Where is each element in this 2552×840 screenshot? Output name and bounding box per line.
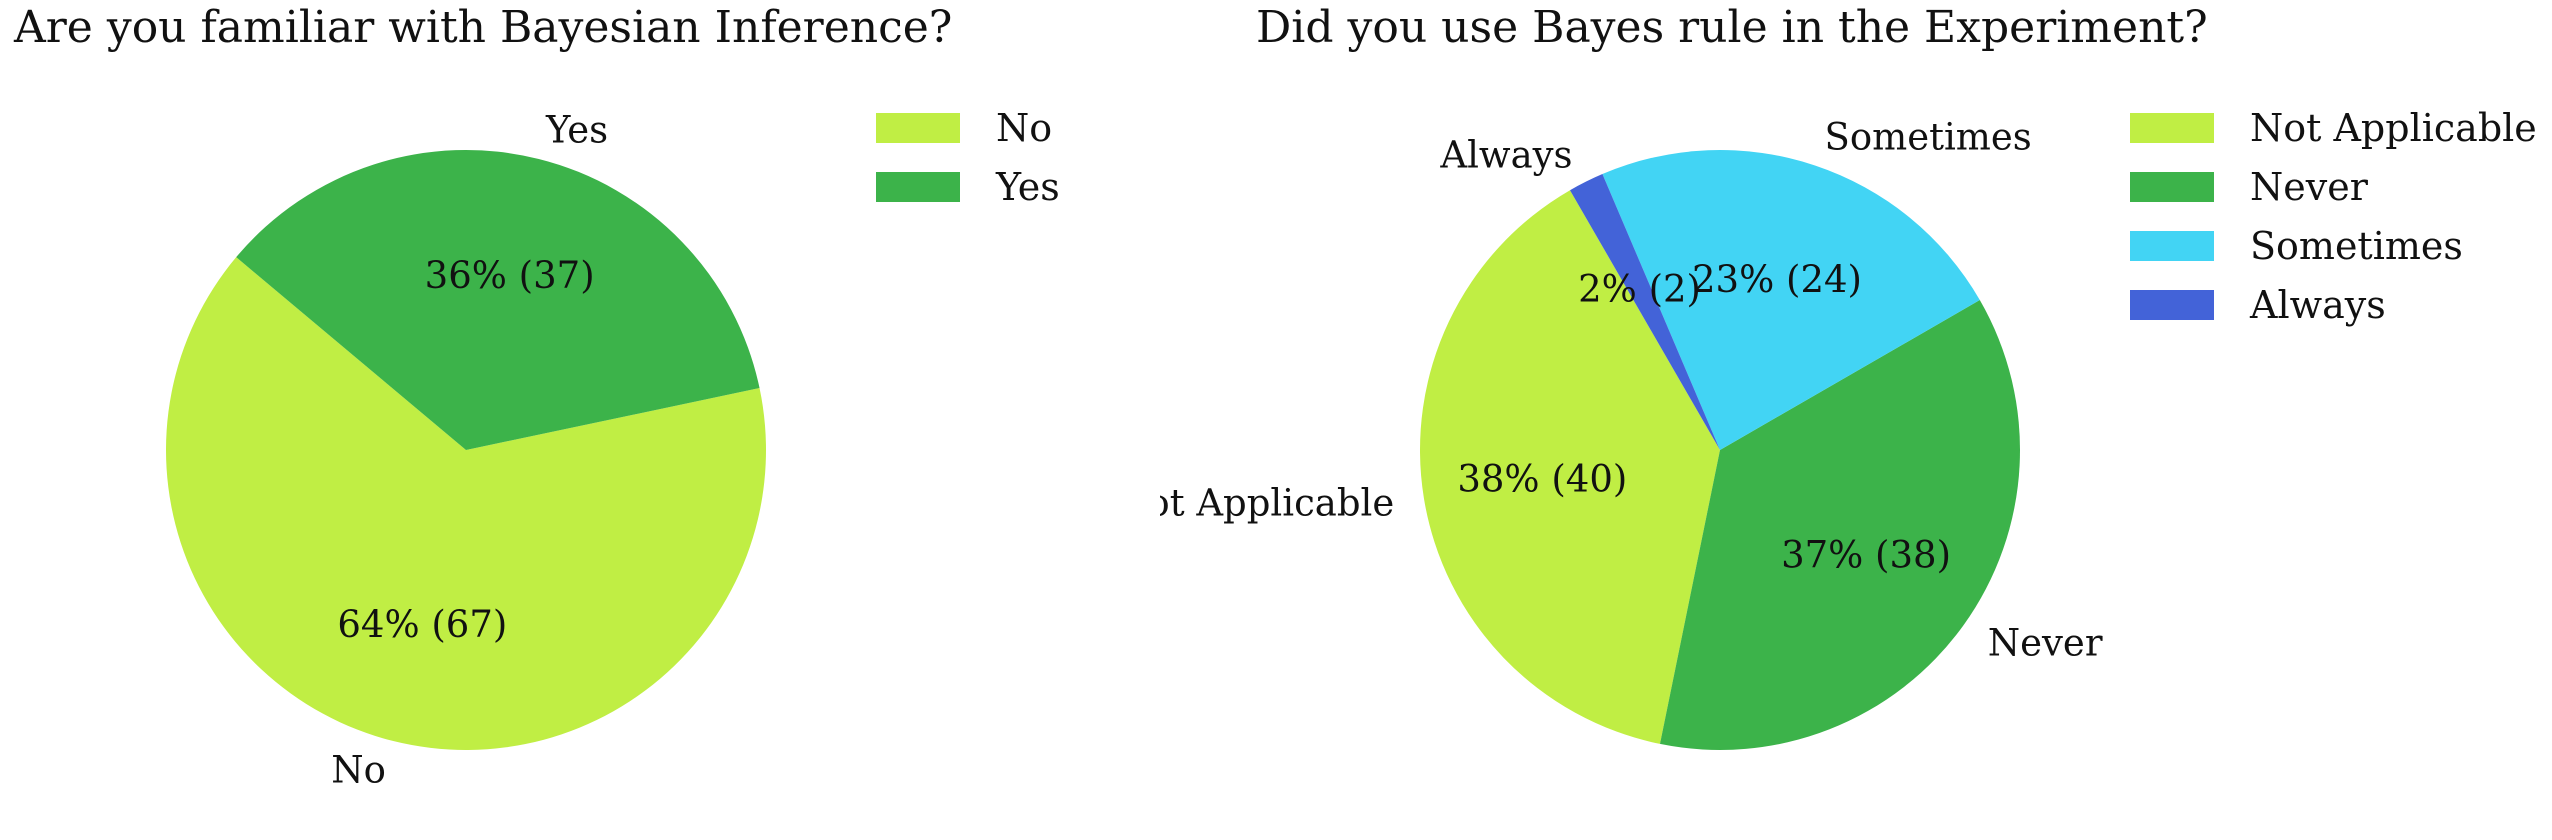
pie-slice-sometimes [1602, 149, 1980, 450]
pie-outer-label-always: Always [1439, 133, 1572, 176]
pie-outer-label-not-applicable: Not Applicable [1160, 481, 1394, 524]
legend-item-not-applicable: Not Applicable [2130, 98, 2537, 157]
pie-chart-bayes-rule-usage: 38% (40) Not Applicable 37% (38) Never 23% (… [1160, 115, 2103, 751]
pie-outer-label-yes: Yes [545, 108, 608, 151]
legend-label: Sometimes [2250, 223, 2463, 268]
pie-percent-label-sometimes: 23% (24) [1692, 258, 1862, 301]
pie-slice-always [1570, 174, 1720, 450]
legend-item-never: Never [2130, 157, 2537, 216]
legend-label: Yes [996, 164, 1060, 209]
chart-title: Did you use Bayes rule in the Experiment… [1256, 2, 2208, 53]
pie-percent-label-no: 64% (67) [337, 603, 507, 646]
legend-item-no: No [876, 98, 1060, 157]
pie-slice-not-applicable [1420, 190, 1720, 744]
legend-swatch [2130, 230, 2214, 261]
pie-outer-label-no: No [331, 749, 386, 792]
pie-slice-no [166, 257, 767, 751]
legend-swatch [876, 171, 960, 202]
pie-chart-familiarity: 64% (67) No 36% (37) Yes [166, 108, 767, 792]
pie-slice-yes [236, 150, 760, 450]
pie-outer-label-sometimes: Sometimes [1825, 115, 2032, 158]
pie-percent-label-not-applicable: 38% (40) [1457, 457, 1627, 500]
legend-label: Always [2250, 282, 2386, 327]
pie-outer-label-never: Never [1988, 621, 2103, 664]
chart-familiarity: Are you familiar with Bayesian Inference… [0, 0, 1160, 840]
legend-item-yes: Yes [876, 157, 1060, 216]
legend-swatch [876, 112, 960, 143]
legend-label: Never [2250, 164, 2368, 209]
pie-percent-label-never: 37% (38) [1781, 534, 1951, 577]
pie-percent-label-yes: 36% (37) [425, 254, 595, 297]
legend-swatch [2130, 112, 2214, 143]
legend: No Yes [876, 98, 1060, 216]
legend-item-sometimes: Sometimes [2130, 216, 2537, 275]
legend-item-always: Always [2130, 275, 2537, 334]
legend-label: No [996, 105, 1053, 150]
legend-swatch [2130, 289, 2214, 320]
pie-percent-label-always: 2% (2) [1578, 267, 1701, 310]
legend-swatch [2130, 171, 2214, 202]
chart-bayes-rule-usage: Did you use Bayes rule in the Experiment… [1160, 0, 2552, 840]
pie-slice-never [1659, 300, 2020, 751]
legend: Not Applicable Never Sometimes Always [2130, 98, 2537, 334]
chart-title: Are you familiar with Bayesian Inference… [14, 2, 953, 53]
legend-label: Not Applicable [2250, 105, 2537, 150]
